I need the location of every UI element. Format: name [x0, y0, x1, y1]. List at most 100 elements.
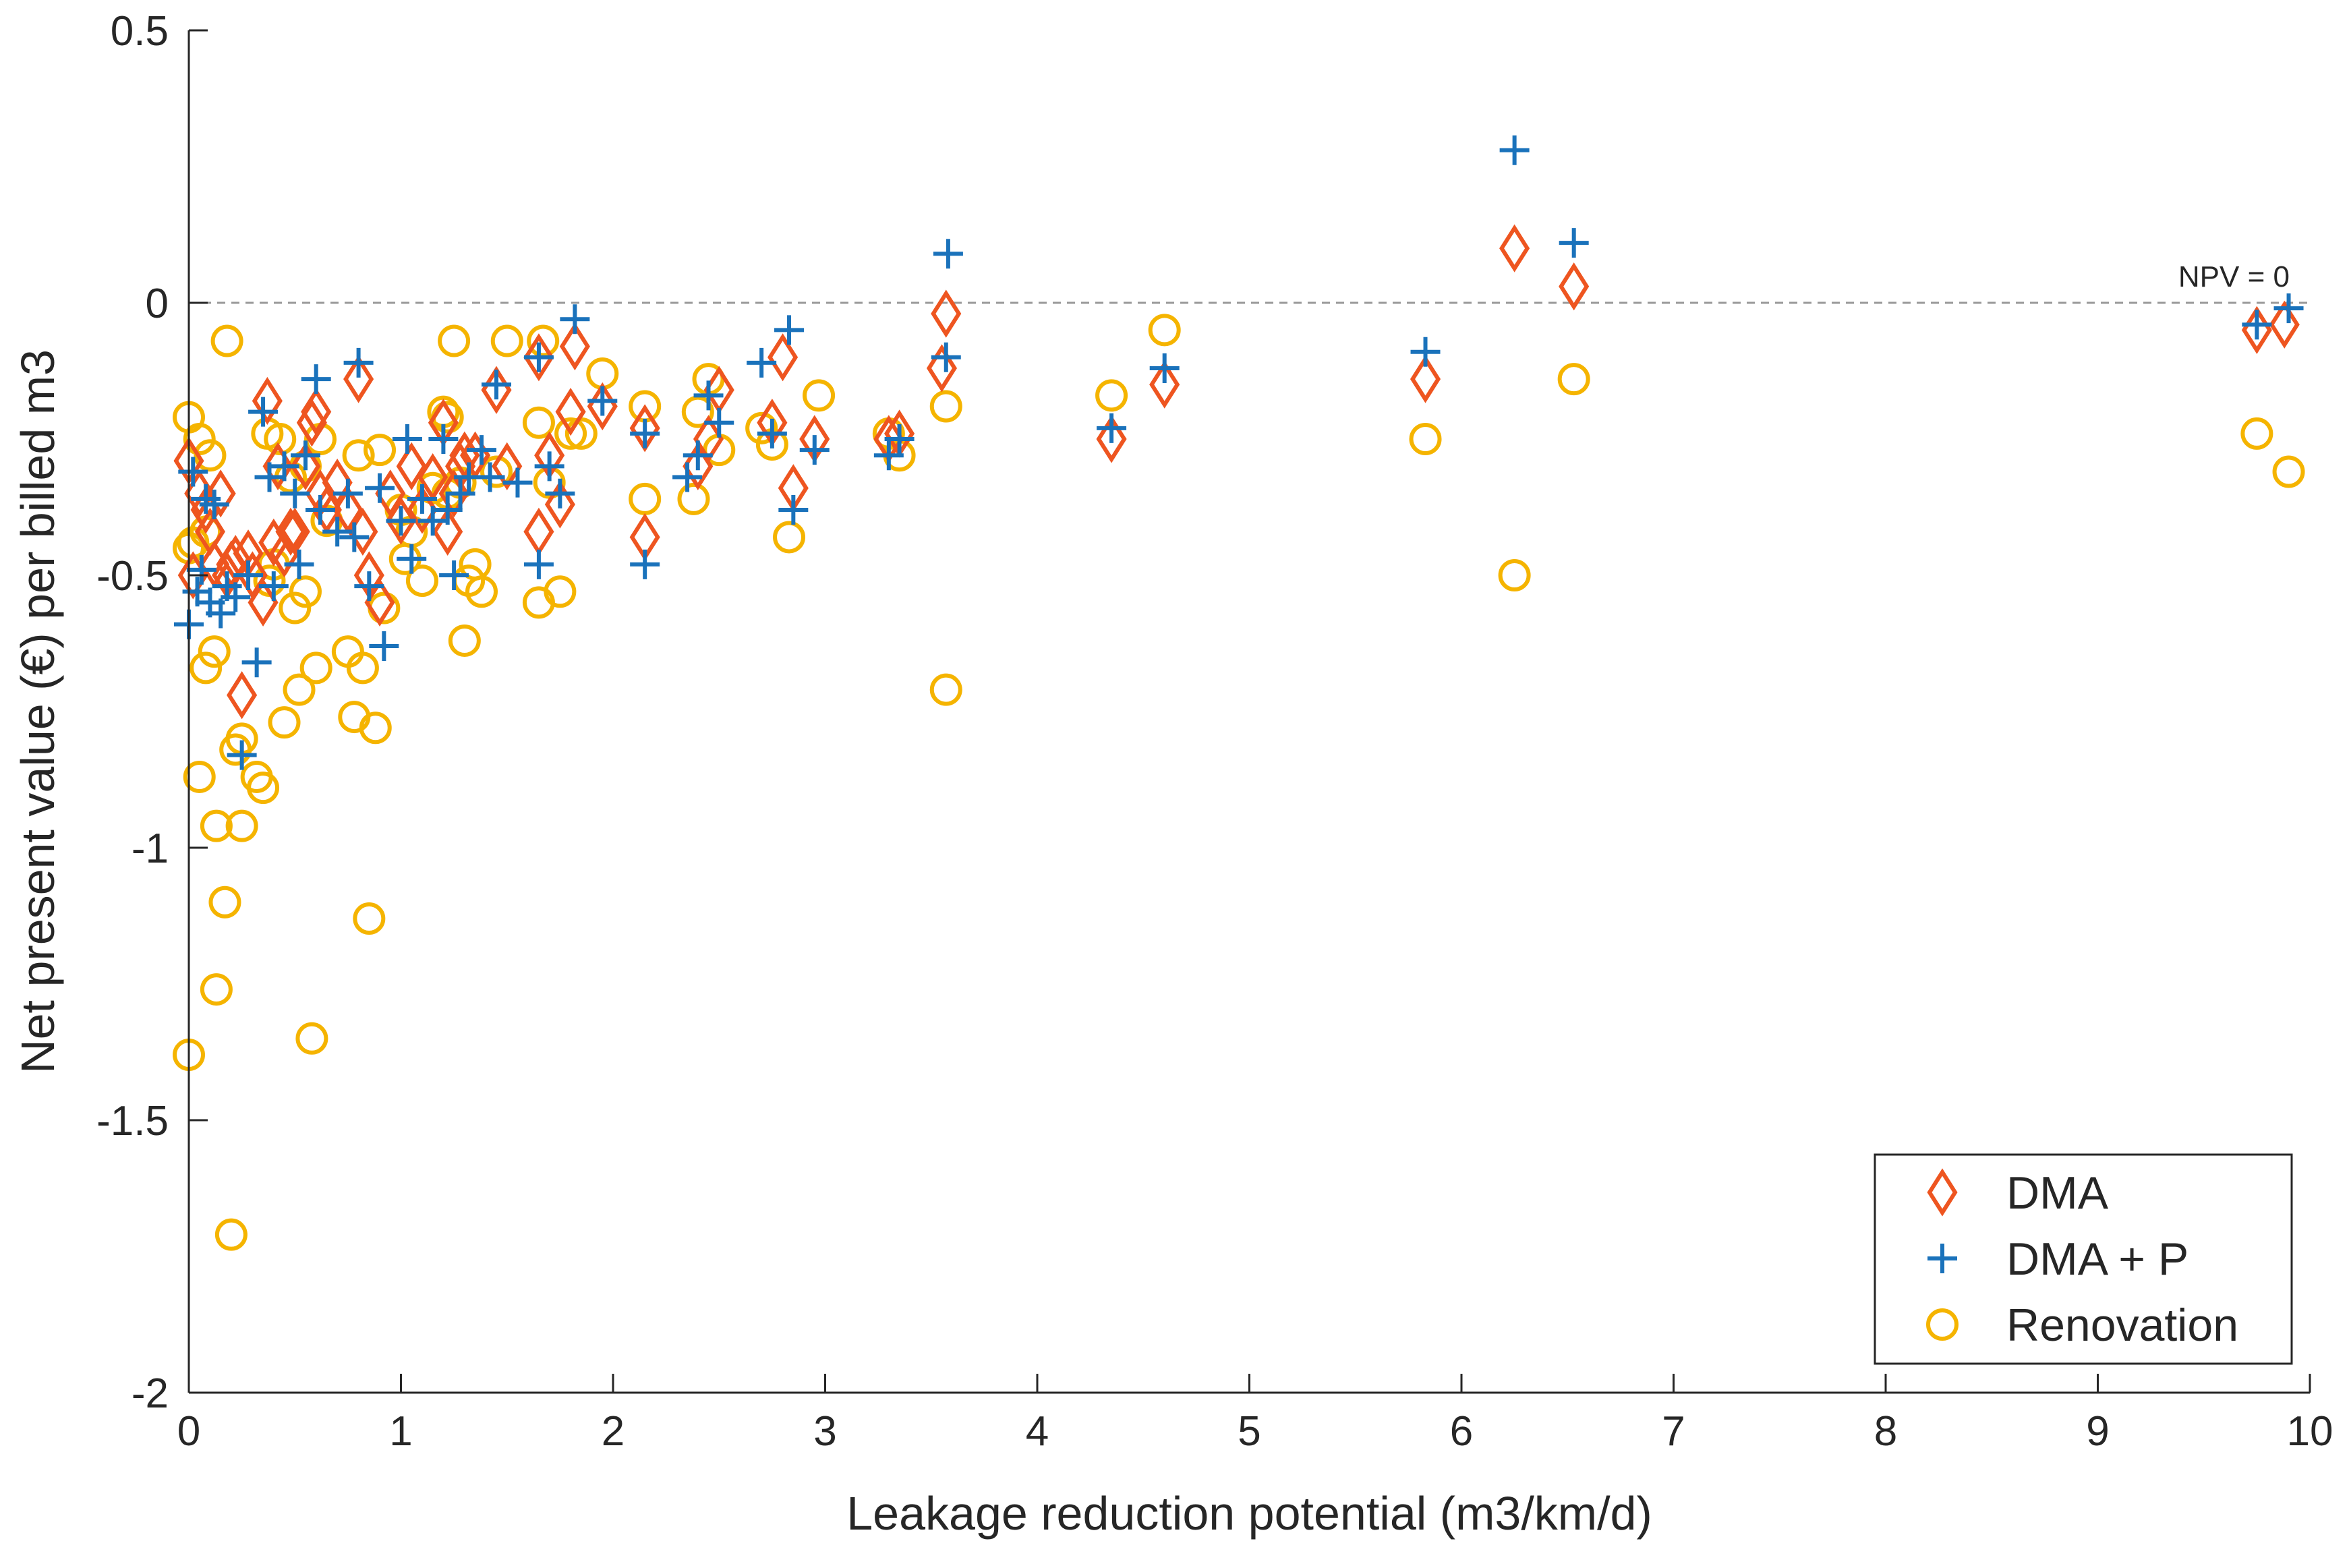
renovation-point: [200, 973, 233, 1006]
dma-p-point: [475, 462, 505, 492]
x-tick-label: 6: [1450, 1408, 1473, 1455]
renovation-point: [346, 651, 379, 685]
legend-marker-dma-p: [1927, 1244, 1957, 1273]
dma-p-point: [873, 440, 904, 471]
dma-p-point: [322, 517, 353, 547]
y-tick-label: -0.5: [96, 553, 169, 600]
dma-p-point: [407, 484, 437, 514]
dma-p-point: [258, 571, 289, 602]
dma-p-point: [630, 549, 660, 579]
dma-p-point: [178, 457, 208, 487]
dma-point: [1499, 224, 1530, 272]
dma-p-point: [280, 478, 310, 509]
x-tick-label: 1: [389, 1408, 412, 1455]
dma-p-point: [2242, 310, 2272, 340]
renovation-point: [210, 324, 243, 357]
renovation-point: [183, 760, 216, 793]
renovation-point: [183, 423, 216, 455]
dma-p-point: [186, 554, 216, 585]
renovation-point: [629, 482, 662, 515]
dma-point: [248, 578, 279, 627]
y-tick-label: -1.5: [96, 1098, 169, 1144]
x-tick-label: 9: [2086, 1408, 2109, 1455]
dma-p-point: [417, 506, 448, 536]
renovation-point: [283, 673, 316, 706]
dma-point: [407, 486, 438, 534]
dma-p-point: [369, 631, 399, 662]
renovation-point: [208, 885, 241, 919]
x-tick-label: 4: [1026, 1408, 1049, 1455]
dma-p-point: [439, 560, 469, 590]
dma-point: [931, 289, 962, 338]
dma-p-point: [693, 380, 724, 411]
legend-label-renovation: Renovation: [2006, 1300, 2238, 1351]
dma-p-point: [704, 407, 734, 438]
dma-p-point: [630, 418, 660, 448]
y-tick-label: 0.5: [111, 8, 169, 55]
renovation-point: [214, 1218, 248, 1251]
renovation-point: [268, 706, 301, 739]
renovation-point: [225, 809, 258, 842]
renovation-point: [359, 712, 392, 745]
renovation-point: [527, 324, 560, 357]
dma-point: [220, 535, 251, 583]
renovation-point: [299, 651, 332, 685]
dma-p-point: [254, 462, 285, 492]
renovation-point: [480, 455, 513, 488]
renovation-point: [264, 423, 297, 455]
dma-p-point: [502, 467, 533, 498]
renovation-point: [247, 772, 280, 805]
dma-p-point: [672, 462, 703, 492]
dma-p-point: [206, 598, 236, 629]
series-dma: [173, 224, 2300, 720]
dma-point: [385, 496, 417, 545]
x-tick-label: 0: [177, 1408, 200, 1455]
dma-point: [1096, 415, 1127, 463]
renovation-point: [554, 417, 587, 450]
dma-p-point: [482, 370, 512, 400]
renovation-point: [2272, 455, 2305, 488]
npv-zero-label: NPV = 0: [2178, 260, 2290, 293]
dma-point: [555, 387, 586, 436]
dma-p-point: [428, 424, 459, 454]
renovation-point: [745, 411, 778, 444]
renovation-point: [279, 591, 312, 625]
series-renovation: [173, 314, 2305, 1251]
dma-p-point: [778, 495, 809, 525]
renovation-point: [522, 406, 555, 439]
dma-p-point: [2273, 293, 2304, 324]
renovation-point: [448, 624, 481, 657]
dma-point: [290, 442, 321, 491]
legend-marker-renovation: [1926, 1308, 1959, 1341]
renovation-point: [803, 379, 836, 412]
dma-point: [227, 671, 258, 720]
dma-p-point: [339, 522, 370, 552]
renovation-point: [190, 651, 223, 685]
renovation-point: [438, 324, 471, 357]
dma-p-point: [523, 342, 554, 372]
dma-point: [279, 507, 310, 556]
x-axis-label: Leakage reduction potential (m3/km/d): [846, 1487, 1652, 1540]
renovation-point: [1498, 559, 1531, 591]
renovation-point: [564, 417, 598, 450]
renovation-point: [929, 673, 962, 706]
renovation-point: [1095, 379, 1128, 412]
x-tick-label: 7: [1662, 1408, 1685, 1455]
dma-p-point: [199, 489, 229, 519]
dma-p-point: [221, 582, 251, 612]
dma-point: [296, 399, 327, 447]
dma-point: [184, 469, 215, 518]
dma-p-point: [301, 364, 331, 395]
dma-p-point: [747, 347, 777, 378]
legend-label-dma-p: DMA + P: [2006, 1233, 2188, 1285]
x-tick-label: 10: [2287, 1408, 2333, 1455]
y-axis-label: Net present value (€) per billed m3: [11, 349, 64, 1074]
dma-p-point: [397, 544, 427, 574]
dma-p-point: [587, 386, 618, 416]
renovation-point: [490, 324, 523, 357]
dma-p-point: [227, 740, 257, 770]
dma-point: [1410, 355, 1441, 403]
legend-marker-dma: [1927, 1168, 1958, 1217]
marks-layer: [173, 135, 2305, 1251]
